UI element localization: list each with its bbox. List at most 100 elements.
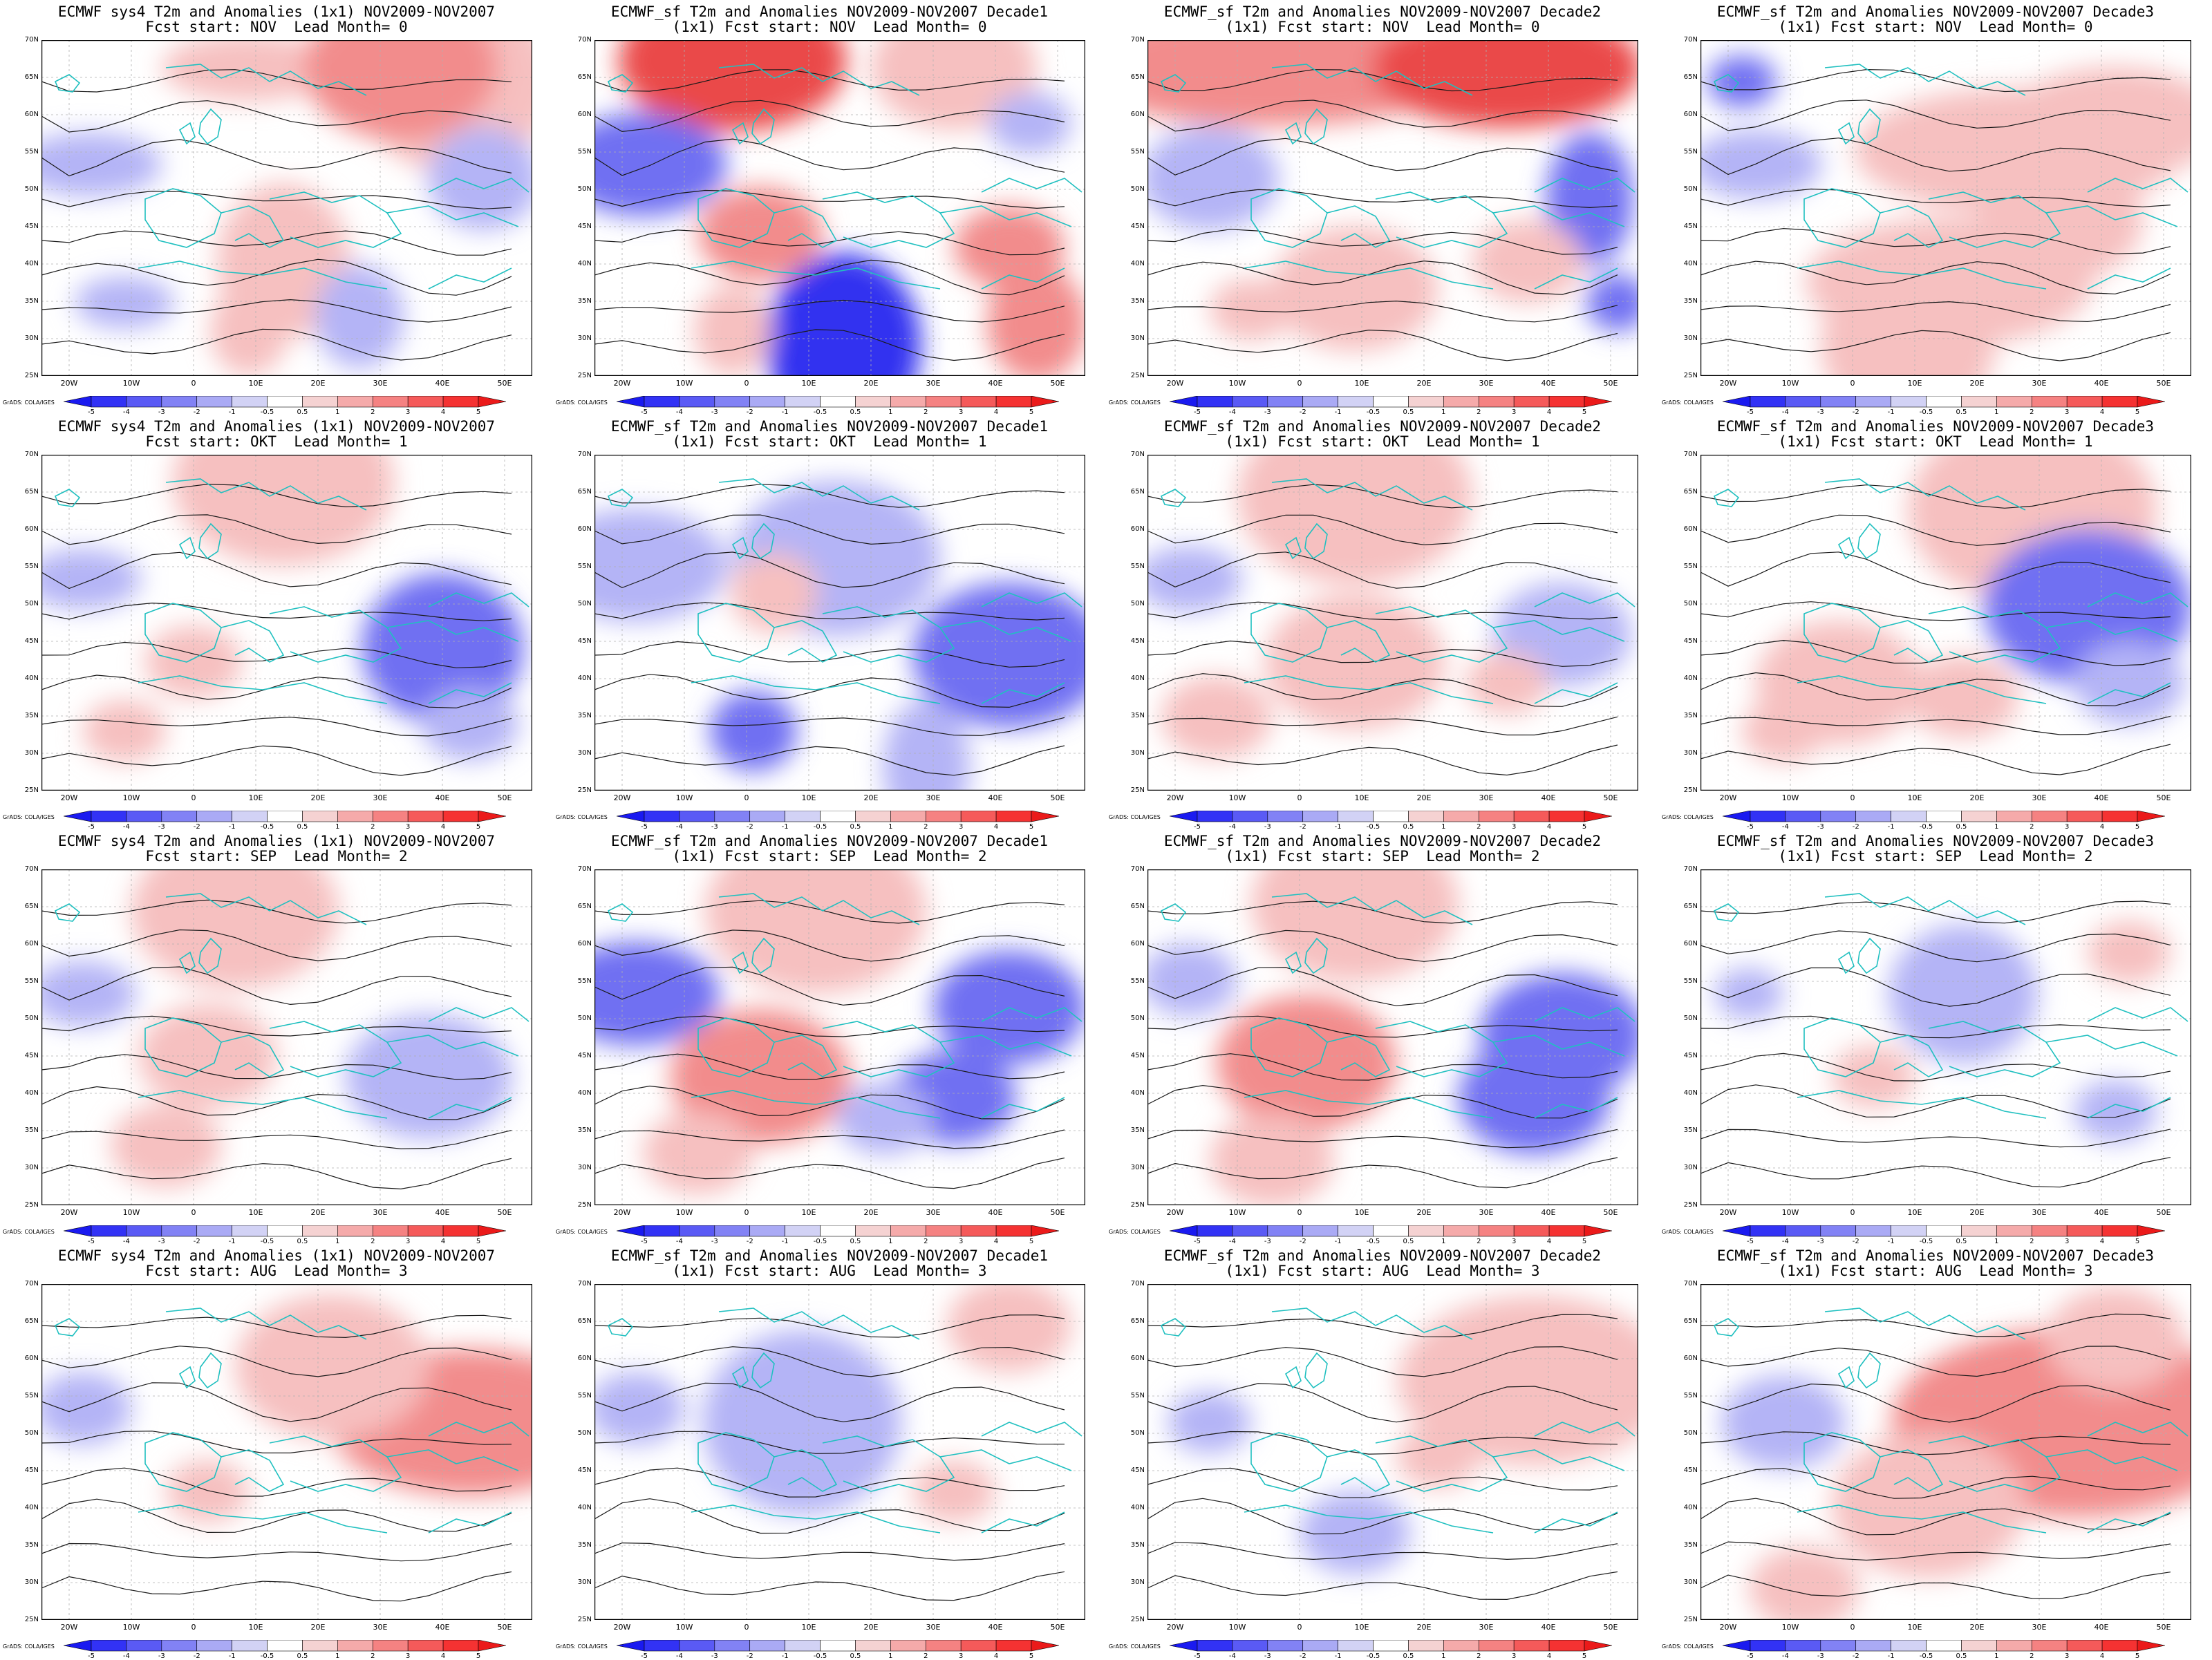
colorbar-label: 4	[1546, 1238, 1552, 1245]
coastline	[718, 893, 920, 925]
lat-label: 65N	[1130, 1317, 1145, 1325]
colorbar-label: -3	[1817, 823, 1824, 831]
lat-label: 70N	[577, 1280, 592, 1288]
lon-label: 30E	[1479, 1208, 1494, 1217]
colorbar-label: 4	[440, 823, 446, 831]
colorbar-segment	[407, 1225, 444, 1237]
colorbar-segment	[232, 1640, 268, 1652]
coastline	[2045, 1035, 2178, 1057]
colorbar-segment	[1197, 396, 1233, 408]
lat-label: 30N	[24, 1164, 39, 1171]
lat-label: 65N	[1130, 73, 1145, 81]
temperature-contour	[1147, 1467, 1618, 1498]
temperature-contour	[1700, 744, 2171, 775]
warm-anomaly-area	[1372, 40, 1638, 128]
colorbar-label: 5	[476, 1652, 481, 1660]
temperature-contour	[41, 1086, 512, 1120]
map-frame	[1147, 40, 1638, 376]
lon-label: 40E	[1541, 793, 1556, 802]
cold-anomaly-area	[1546, 132, 1633, 266]
lat-label: 60N	[577, 525, 592, 533]
lat-label: 25N	[1683, 1616, 1698, 1623]
temperature-contour	[1147, 229, 1618, 255]
colorbar-label: 3	[2064, 1652, 2070, 1660]
temperature-contour	[1147, 329, 1618, 361]
lon-label: 30E	[373, 793, 388, 802]
lon-label: 30E	[1479, 1623, 1494, 1632]
colorbar-segment	[1170, 1640, 1198, 1652]
lat-label: 45N	[24, 637, 39, 645]
colorbar	[1170, 1225, 1612, 1237]
colorbar-label: 3	[958, 1652, 964, 1660]
temperature-contour	[1147, 260, 1618, 295]
temperature-contour	[594, 966, 1065, 1006]
temperature-contour	[594, 602, 1065, 621]
colorbar-label: -5	[1194, 408, 1201, 416]
colorbar-segment	[302, 396, 338, 408]
map-panel-r0c0: ECMWF sys4 T2m and Anomalies (1x1) NOV20…	[0, 0, 553, 416]
temperature-contour	[41, 100, 512, 133]
lon-label: 30E	[1479, 793, 1494, 802]
colorbar-label: -5	[1747, 1238, 1754, 1245]
lat-label: 70N	[24, 451, 39, 458]
temperature-contour	[1700, 930, 2171, 963]
colorbar-label: 0.5	[1956, 1652, 1967, 1660]
coastline	[2045, 205, 2178, 227]
cold-anomaly-area	[1147, 943, 1237, 1017]
lat-label: 30N	[24, 334, 39, 342]
lon-label: 10W	[1781, 379, 1799, 388]
colorbar-segment	[91, 811, 127, 822]
panel-title-line1: ECMWF_sf T2m and Anomalies NOV2009-NOV20…	[1163, 833, 1602, 849]
colorbar-segment	[2137, 811, 2165, 822]
colorbar-label: -5	[1194, 823, 1201, 831]
temperature-contour	[1700, 330, 2171, 361]
temperature-contour	[1147, 1498, 1618, 1535]
colorbar-label: -3	[1817, 408, 1824, 416]
colorbar-segment	[714, 811, 751, 822]
lat-label: 50N	[1130, 600, 1145, 607]
colorbar-label: -3	[158, 823, 165, 831]
coastline	[939, 1449, 1072, 1471]
colorbar-label: -0.5	[1919, 1652, 1933, 1660]
anomaly-map	[1147, 40, 1638, 376]
colorbar-segment	[442, 811, 479, 822]
lat-label: 70N	[24, 865, 39, 873]
temperature-contour	[1147, 1053, 1618, 1081]
colorbar-label: 1	[335, 1238, 340, 1245]
lon-label: 0	[1850, 379, 1855, 388]
coastline	[198, 108, 222, 145]
cold-anomaly-area	[1714, 968, 1783, 1020]
lon-label: 20E	[1416, 1623, 1432, 1632]
lat-label: 25N	[577, 786, 592, 794]
lon-label: 30E	[373, 1623, 388, 1632]
lon-label: 10E	[801, 793, 816, 802]
colorbar-segment	[267, 811, 303, 822]
coastline	[1534, 1007, 1635, 1022]
coastline	[1327, 620, 1391, 663]
lon-label: 10W	[675, 1623, 693, 1632]
coastline	[774, 620, 838, 663]
colorbar-segment	[407, 811, 444, 822]
coastline	[221, 205, 285, 248]
colorbar-segment	[1584, 811, 1612, 822]
panel-title-line2: (1x1) Fcst start: AUG Lead Month= 3	[672, 1263, 987, 1279]
colorbar-label: 0.5	[1956, 1238, 1967, 1245]
temperature-contour	[1700, 1541, 2171, 1561]
map-frame	[1700, 40, 2191, 376]
colorbar-label: 0.5	[1403, 1652, 1414, 1660]
coastline	[822, 191, 955, 248]
colorbar-segment	[1961, 811, 1997, 822]
panel-title-line1: ECMWF_sf T2m and Anomalies NOV2009-NOV20…	[1716, 833, 2155, 849]
colorbar-segment	[785, 396, 821, 408]
coastline	[2045, 620, 2178, 642]
anomaly-map	[41, 40, 532, 376]
colorbar-label: -1	[228, 408, 236, 416]
coastline	[981, 1422, 1082, 1437]
coastline	[165, 1308, 367, 1340]
lat-label: 55N	[1683, 563, 1698, 570]
colorbar-label: -1	[1887, 408, 1895, 416]
lat-label: 35N	[1683, 297, 1698, 305]
coastline	[221, 1449, 285, 1492]
lat-label: 30N	[1130, 334, 1145, 342]
lat-label: 35N	[1130, 1541, 1145, 1549]
